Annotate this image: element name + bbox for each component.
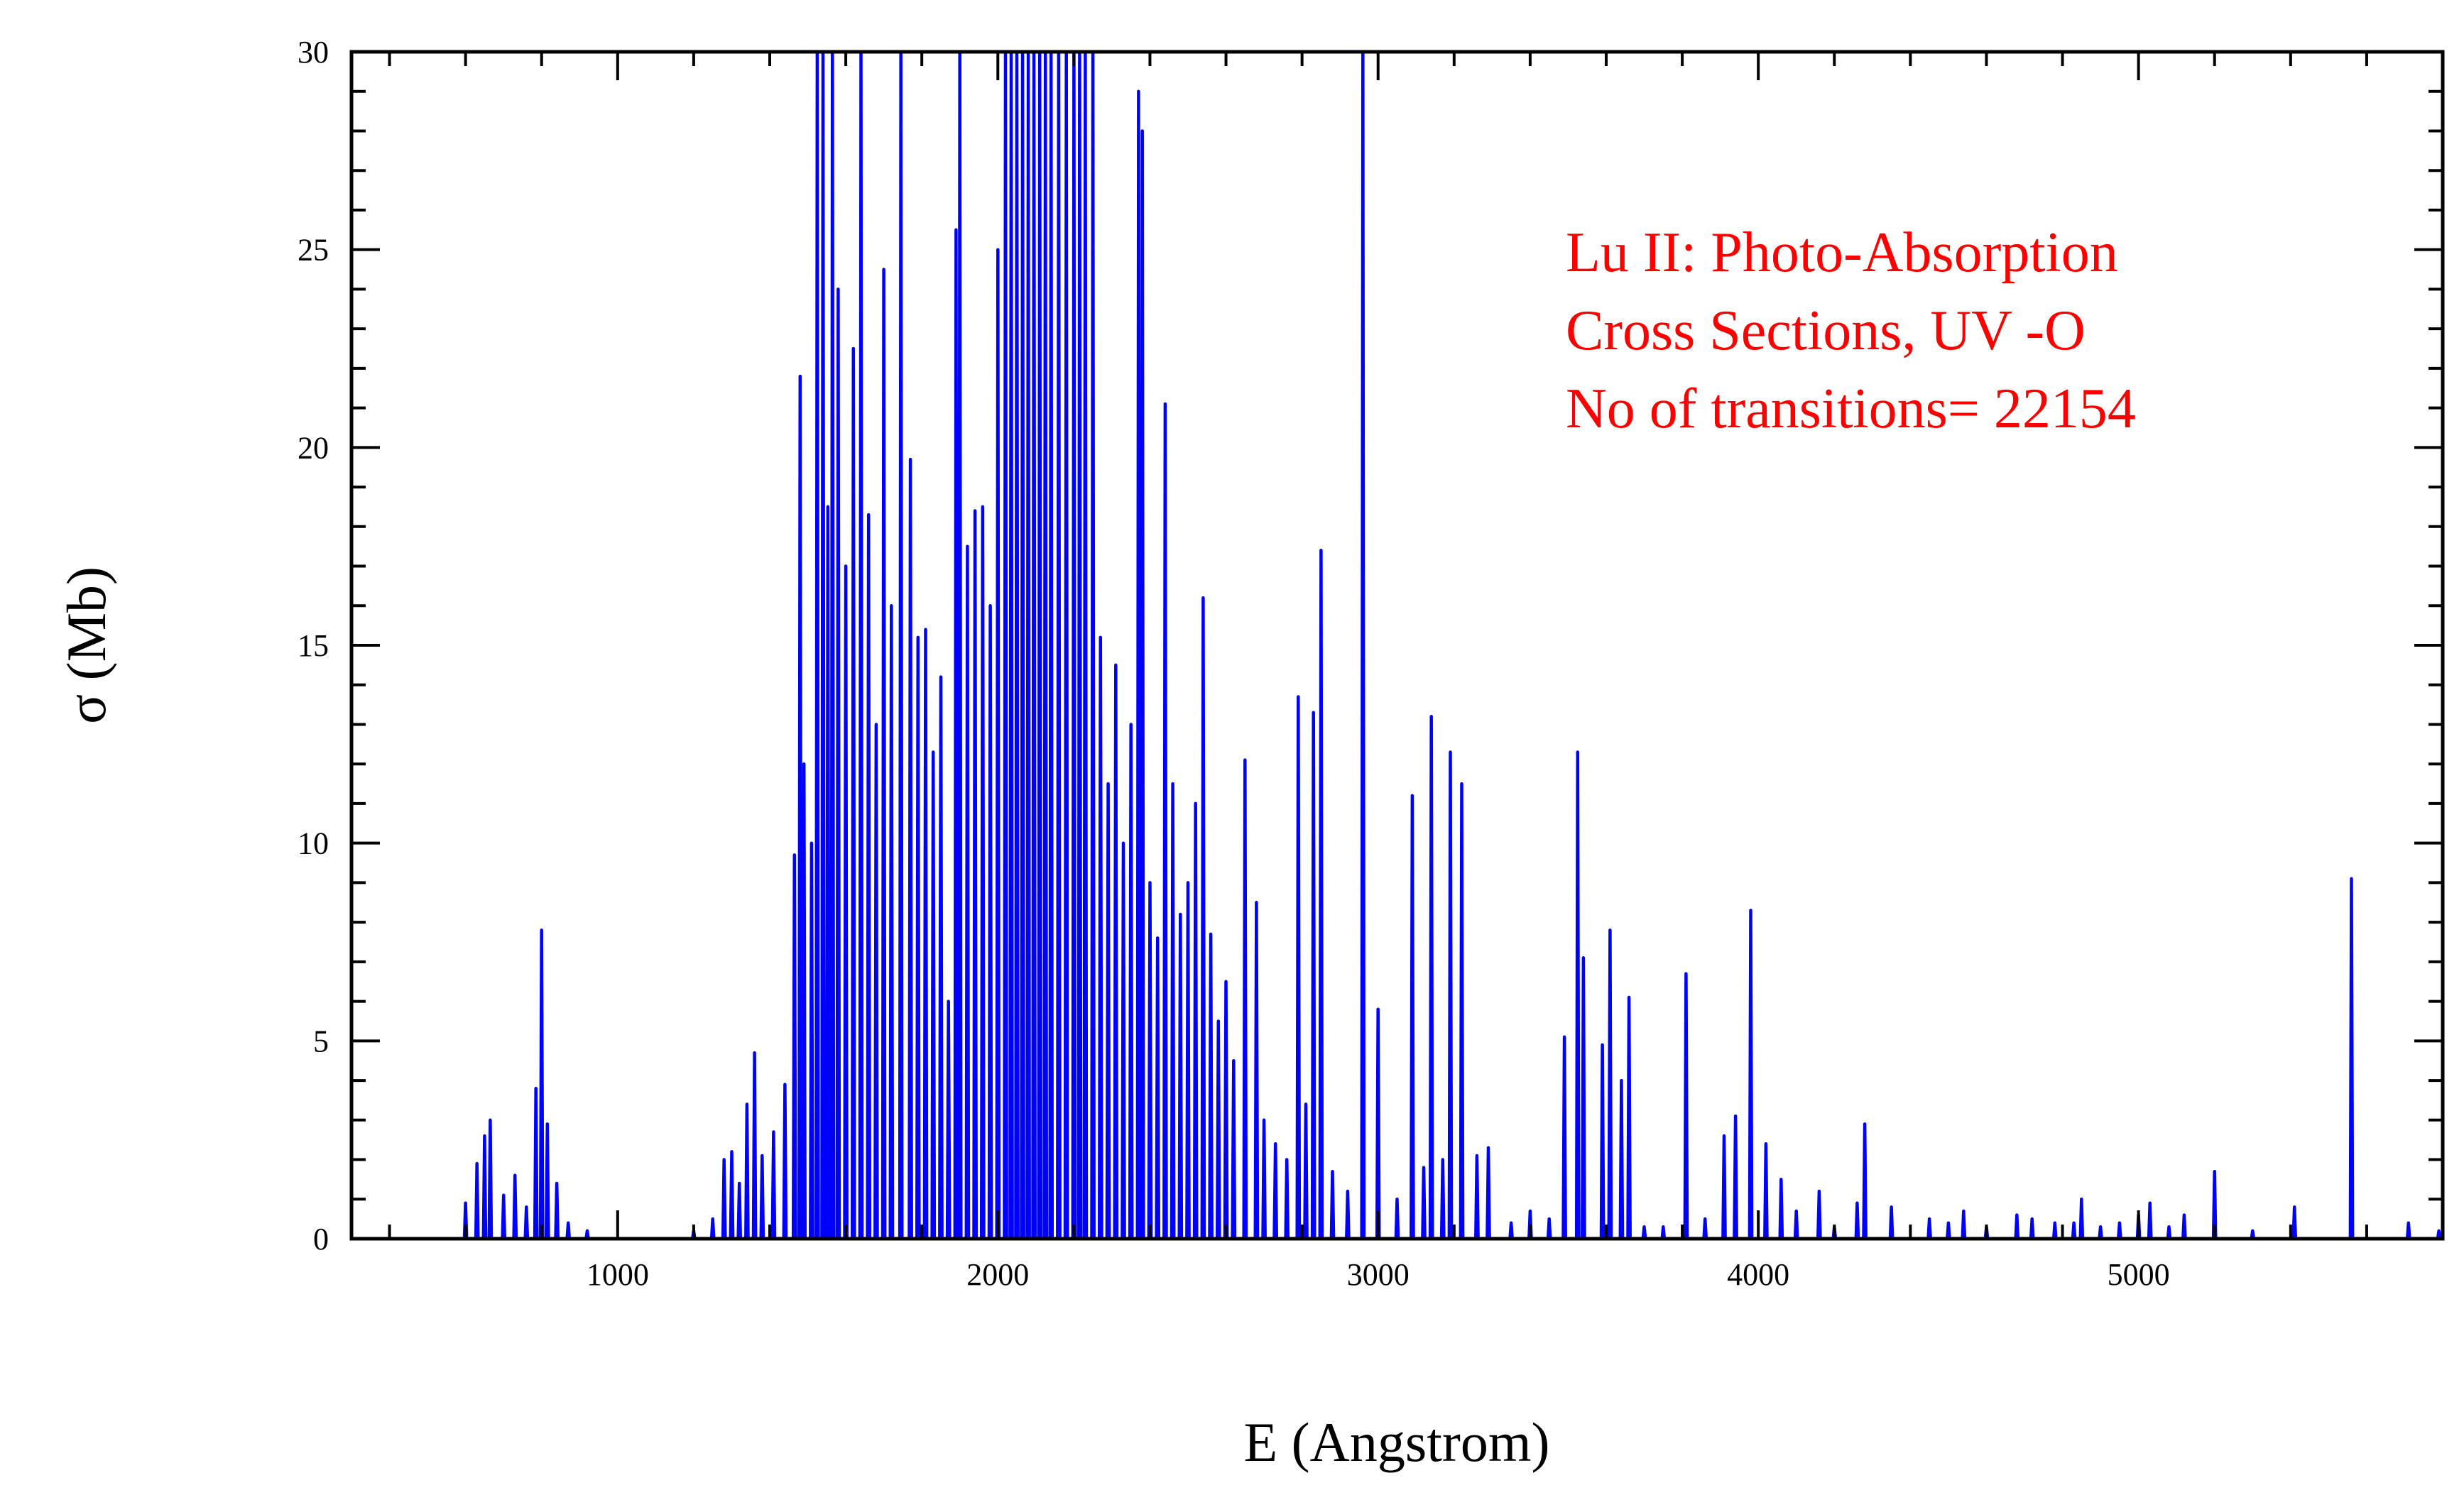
annotation-line-1: Lu II: Photo-Absorption bbox=[1566, 221, 2118, 284]
x-tick-label: 5000 bbox=[2108, 1257, 2170, 1292]
y-tick-label: 5 bbox=[313, 1024, 329, 1058]
series-line bbox=[435, 52, 2443, 1239]
x-axis-title: E (Angstrom) bbox=[1243, 1411, 1549, 1473]
annotation: Lu II: Photo-Absorption Cross Sections, … bbox=[1566, 221, 2136, 440]
y-tick-label: 20 bbox=[298, 430, 329, 465]
y-tick-label: 25 bbox=[298, 233, 329, 268]
x-tick-label: 3000 bbox=[1347, 1257, 1410, 1292]
x-tick-label: 4000 bbox=[1727, 1257, 1789, 1292]
annotation-line-3: No of transitions= 22154 bbox=[1566, 378, 2136, 440]
y-tick-label: 30 bbox=[298, 35, 329, 70]
y-axis-ticks: 0 5 10 15 20 25 30 bbox=[298, 35, 2443, 1256]
y-tick-label: 0 bbox=[313, 1222, 329, 1256]
x-axis-ticks: 1000 2000 3000 4000 5000 bbox=[388, 52, 2444, 1292]
x-tick-label: 1000 bbox=[587, 1257, 649, 1292]
data-series bbox=[435, 52, 2443, 1239]
annotation-line-2: Cross Sections, UV -O bbox=[1566, 300, 2086, 362]
x-tick-label: 2000 bbox=[966, 1257, 1029, 1292]
y-tick-label: 10 bbox=[298, 826, 329, 861]
y-axis-title: σ (Mb) bbox=[55, 566, 117, 724]
y-tick-label: 15 bbox=[298, 628, 329, 663]
